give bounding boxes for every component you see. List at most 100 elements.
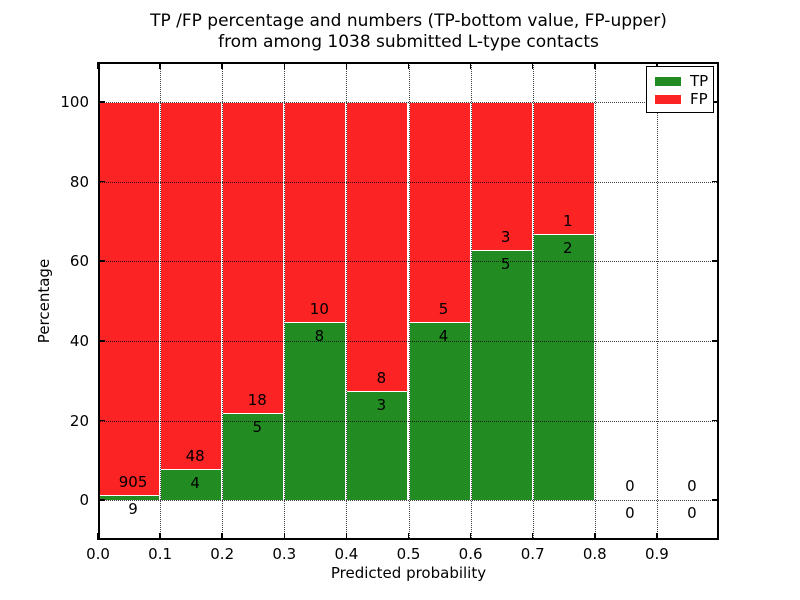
x-tick-mark-top [594,62,596,69]
x-tick-label: 0.5 [396,545,421,563]
y-tick-mark-right [712,499,719,501]
y-tick-mark [98,499,105,501]
y-tick-mark [98,260,105,262]
bar-tp [408,323,471,501]
y-tick-label: 20 [69,411,89,430]
bar-label-fp: 48 [185,446,205,465]
x-tick-mark [594,533,596,540]
x-tick-mark-top [407,62,410,69]
x-tick-label: 0.9 [644,545,669,563]
bar-label-fp: 0 [687,477,697,496]
x-tick-mark-top [159,62,161,69]
bar-label-tp: 4 [190,473,200,492]
chart-title: TP /FP percentage and numbers (TP-bottom… [98,11,719,53]
gridline-x [222,62,224,540]
x-tick-mark [656,533,658,540]
y-tick-label: 60 [69,252,89,271]
x-tick-mark [469,533,472,540]
x-tick-mark-top [283,62,286,69]
x-tick-label: 0.4 [334,545,359,563]
gridline-x [346,62,348,540]
gridline-x [160,62,162,540]
x-tick-mark [221,533,223,540]
x-tick-label: 0.2 [210,545,235,563]
bar-tp [470,251,533,501]
bar-label-fp: 3 [500,228,511,247]
bar-label-fp: 18 [247,390,267,409]
legend-label: FP [690,90,708,108]
gridline-y [98,261,719,263]
x-tick-label: 0.8 [582,545,607,563]
bar-label-fp: 10 [309,300,329,319]
gridline-y [98,420,719,422]
x-tick-mark [345,533,348,540]
y-tick-mark-right [712,260,719,262]
gridline-x [470,62,472,540]
bar-tp [160,469,223,501]
y-tick-mark [98,180,105,183]
bar-label-tp: 9 [128,500,138,519]
gridline-y [98,101,719,103]
x-tick-label: 0.6 [458,545,483,563]
x-tick-mark-top [97,62,99,69]
y-tick-label: 40 [69,331,89,350]
gridline-x [284,62,286,540]
bar-label-tp: 5 [252,417,263,436]
chart-title-line1: TP /FP percentage and numbers (TP-bottom… [150,11,667,31]
y-tick-mark-right [712,419,719,422]
x-tick-mark [531,533,534,540]
bar-fp [160,101,223,470]
bar-label-fp: 1 [562,211,573,230]
gridline-x [656,62,658,540]
bar-fp [408,101,471,324]
bar-label-fp: 5 [438,300,449,319]
x-tick-mark-top [221,62,223,69]
x-tick-label: 0.3 [272,545,297,563]
x-tick-mark-top [469,62,472,69]
y-tick-mark [98,340,105,342]
bar-tp [532,234,595,501]
legend-swatch-tp-icon [655,76,681,86]
gridline-x [532,62,534,540]
x-tick-mark [407,533,410,540]
y-tick-label: 0 [79,491,89,510]
bar-label-fp: 0 [625,477,635,496]
y-tick-mark-right [712,101,719,103]
x-tick-mark-top [531,62,534,69]
bar-fp [284,101,347,324]
bar-label-fp: 8 [376,368,387,387]
y-tick-mark-right [712,180,719,183]
bar-label-tp: 5 [500,255,511,274]
bar-label-tp: 3 [376,395,387,414]
legend-swatch-fp-icon [655,94,681,104]
y-tick-mark [98,101,105,103]
bar-fp [346,101,409,392]
x-tick-mark [283,533,286,540]
bar-label-tp: 0 [687,504,697,523]
bar-fp [222,101,285,414]
gridline-y [98,181,719,183]
x-tick-label: 0.1 [148,545,173,563]
y-tick-mark-right [712,340,719,342]
bar-fp [98,101,161,497]
y-tick-label: 100 [60,92,89,111]
bar-label-tp: 8 [314,327,325,346]
x-tick-mark [159,533,161,540]
y-tick-mark [98,419,105,422]
bar-label-fp: 905 [118,473,148,492]
y-axis-label: Percentage [35,258,53,344]
bar-label-tp: 0 [625,504,635,523]
legend-label: TP [690,72,709,90]
bar-label-tp: 4 [438,327,449,346]
x-tick-mark-top [345,62,348,69]
legend-item: TP [655,72,713,90]
x-axis-label: Predicted probability [330,564,487,582]
y-tick-label: 80 [69,172,89,191]
gridline-y [98,500,719,502]
plot-area: TP FP 0.0 0.1 0.2 0.3 0.4 0.5 0.6 0.7 0.8 0.9 0 20 40… [60,62,719,563]
bar-tp [284,323,347,501]
bar-fp [532,101,595,235]
x-tick-label: 0.0 [86,545,110,563]
x-tick-label: 0.7 [520,545,545,563]
